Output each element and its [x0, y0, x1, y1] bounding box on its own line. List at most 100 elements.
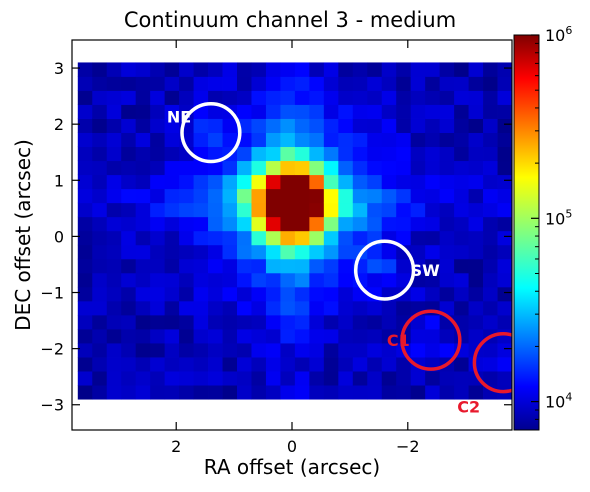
heatmap-cell	[454, 244, 469, 260]
heatmap-cell	[164, 258, 180, 274]
heatmap-cell	[483, 244, 498, 260]
heatmap-cell	[237, 216, 252, 232]
heatmap-cell	[381, 62, 397, 77]
heatmap-cell	[323, 244, 339, 260]
heatmap-cell	[280, 385, 296, 400]
heatmap-cell	[265, 62, 281, 77]
heatmap-cell	[338, 258, 354, 274]
heatmap-cell	[294, 357, 310, 372]
heatmap-cell	[497, 146, 512, 162]
heatmap-cell	[497, 202, 512, 218]
heatmap-cell	[265, 216, 281, 232]
x-tick-label: 2	[171, 437, 181, 456]
heatmap-cell	[208, 385, 223, 400]
heatmap-cell	[352, 371, 368, 386]
heatmap-cell	[352, 146, 368, 162]
heatmap-cell	[309, 357, 325, 372]
heatmap-cell	[439, 272, 455, 288]
heatmap-cell	[323, 76, 339, 91]
heatmap-cell	[193, 216, 209, 232]
heatmap-cell	[265, 76, 281, 91]
heatmap-cell	[396, 90, 412, 105]
heatmap-cell	[439, 90, 455, 105]
heatmap-cell	[265, 188, 281, 204]
heatmap-cell	[497, 132, 512, 148]
heatmap-cell	[381, 160, 397, 176]
heatmap-cell	[425, 385, 441, 400]
heatmap-cell	[323, 230, 339, 246]
heatmap-cell	[323, 132, 339, 148]
heatmap-cell	[323, 118, 339, 133]
heatmap-cell	[381, 385, 397, 400]
colorbar-tick-label: 106	[545, 24, 572, 45]
heatmap-cell	[77, 244, 93, 260]
heatmap-cell	[280, 357, 296, 372]
heatmap-cell	[106, 385, 122, 400]
heatmap-cell	[352, 160, 368, 176]
heatmap-cell	[106, 286, 122, 302]
heatmap-cell	[150, 300, 166, 316]
chart-title: Continuum channel 3 - medium	[124, 8, 456, 32]
heatmap-cell	[454, 328, 469, 344]
heatmap-cell	[309, 146, 325, 162]
heatmap-cell	[483, 272, 498, 288]
heatmap-cell	[338, 300, 354, 316]
heatmap-cell	[309, 118, 325, 133]
heatmap-cell	[251, 300, 267, 316]
heatmap-cell	[483, 188, 498, 204]
heatmap-cell	[164, 90, 180, 105]
heatmap-cell	[77, 216, 93, 232]
heatmap-cell	[439, 300, 455, 316]
heatmap-cell	[106, 216, 122, 232]
heatmap-cell	[280, 230, 296, 246]
heatmap-cell	[77, 314, 93, 330]
heatmap-cell	[237, 244, 252, 260]
heatmap-cell	[294, 258, 310, 274]
region-circle-sw	[353, 239, 416, 301]
heatmap-cell	[280, 328, 296, 344]
heatmap-cell	[338, 104, 354, 119]
heatmap-cell	[106, 160, 122, 176]
heatmap-cell	[468, 258, 484, 274]
heatmap-cell	[381, 90, 397, 105]
heatmap-cell	[425, 314, 441, 330]
heatmap-cell	[135, 160, 151, 176]
heatmap-cell	[265, 118, 281, 133]
heatmap-cell	[92, 62, 108, 77]
heatmap-cell	[294, 286, 310, 302]
heatmap-cell	[121, 272, 137, 288]
heatmap-cell	[497, 188, 512, 204]
heatmap-cell	[410, 216, 426, 232]
heatmap-cell	[338, 343, 354, 358]
heatmap-cell	[323, 160, 339, 176]
heatmap-cell	[251, 328, 267, 344]
heatmap-cell	[294, 328, 310, 344]
heatmap-cell	[352, 343, 368, 358]
heatmap-cell	[367, 118, 383, 133]
heatmap-cell	[92, 160, 108, 176]
heatmap-cell	[294, 104, 310, 119]
heatmap-cell	[222, 132, 238, 148]
heatmap-cell	[150, 202, 166, 218]
heatmap-cell	[251, 258, 267, 274]
heatmap-cell	[121, 258, 137, 274]
x-axis-ticks: 2 0 −2	[171, 40, 420, 456]
heatmap-cell	[208, 146, 223, 162]
heatmap-cell	[208, 300, 223, 316]
heatmap-cell	[323, 286, 339, 302]
heatmap-cell	[222, 230, 238, 246]
heatmap-cell	[251, 230, 267, 246]
heatmap-cell	[309, 76, 325, 91]
heatmap-cell	[309, 385, 325, 400]
heatmap-cell	[497, 230, 512, 246]
heatmap-cell	[454, 76, 469, 91]
heatmap-cell	[367, 272, 383, 288]
heatmap-cell	[483, 62, 498, 77]
heatmap-cell	[265, 328, 281, 344]
heatmap-cell	[92, 202, 108, 218]
heatmap-cell	[121, 118, 137, 133]
heatmap-cell	[193, 76, 209, 91]
heatmap-cell	[150, 160, 166, 176]
heatmap-cell	[497, 62, 512, 77]
